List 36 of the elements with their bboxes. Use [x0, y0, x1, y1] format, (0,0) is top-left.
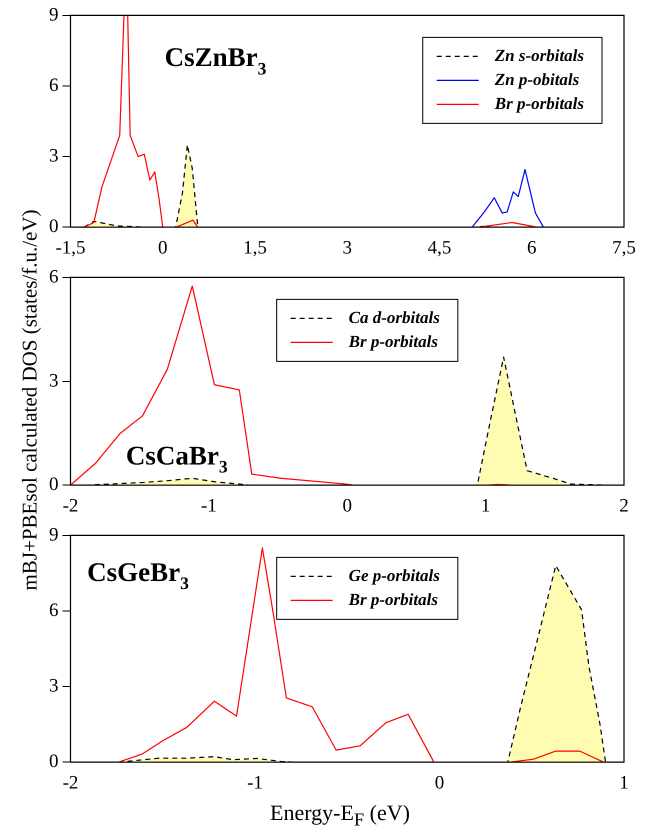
x-tick-label: 6	[527, 238, 536, 259]
x-axis-title: Energy-E$_{F}$ (eV)	[270, 800, 410, 830]
x-tick-label: -2	[62, 496, 78, 517]
x-tick-label: -2	[62, 772, 78, 794]
y-tick-label: 0	[49, 474, 58, 496]
legend-label: Br p-orbitals	[494, 94, 584, 113]
y-tick-label: 9	[49, 524, 58, 546]
legend-label: Br p-orbitals	[348, 332, 438, 351]
legend-label: Zn p-obitals	[494, 70, 580, 89]
x-tick-label: 7,5	[612, 238, 636, 259]
y-tick-label: 6	[49, 74, 58, 96]
y-tick-label: 0	[49, 751, 58, 772]
x-tick-label: 0	[434, 772, 444, 794]
x-tick-label: 1	[480, 496, 490, 517]
legend-label: Zn s-orbitals	[494, 46, 584, 65]
x-tick-label: 2	[619, 496, 629, 517]
y-tick-label: 3	[49, 370, 58, 392]
y-tick-label: 0	[49, 216, 58, 238]
x-tick-label: 1,5	[243, 238, 267, 259]
y-tick-label: 6	[49, 266, 58, 288]
legend-label: Br p-orbitals	[348, 590, 438, 609]
y-axis-title: mBJ+PBEsol calculated DOS (states/f.u./eV)	[18, 209, 42, 591]
x-tick-label: 0	[342, 496, 352, 517]
y-tick-label: 3	[49, 146, 58, 167]
legend-label: Ge p-orbitals	[348, 566, 440, 585]
x-tick-label: -1	[247, 772, 263, 794]
x-tick-label: 0	[158, 238, 168, 259]
y-tick-label: 9	[49, 4, 58, 26]
x-tick-label: 4,5	[428, 238, 452, 259]
x-tick-label: 1	[619, 772, 629, 794]
y-tick-label: 3	[49, 676, 58, 697]
x-tick-label: 3	[342, 238, 352, 259]
legend-label: Ca d-orbitals	[348, 308, 440, 327]
x-tick-label: -1,5	[55, 238, 86, 259]
x-tick-label: -1	[200, 496, 217, 517]
y-tick-label: 6	[49, 600, 58, 621]
